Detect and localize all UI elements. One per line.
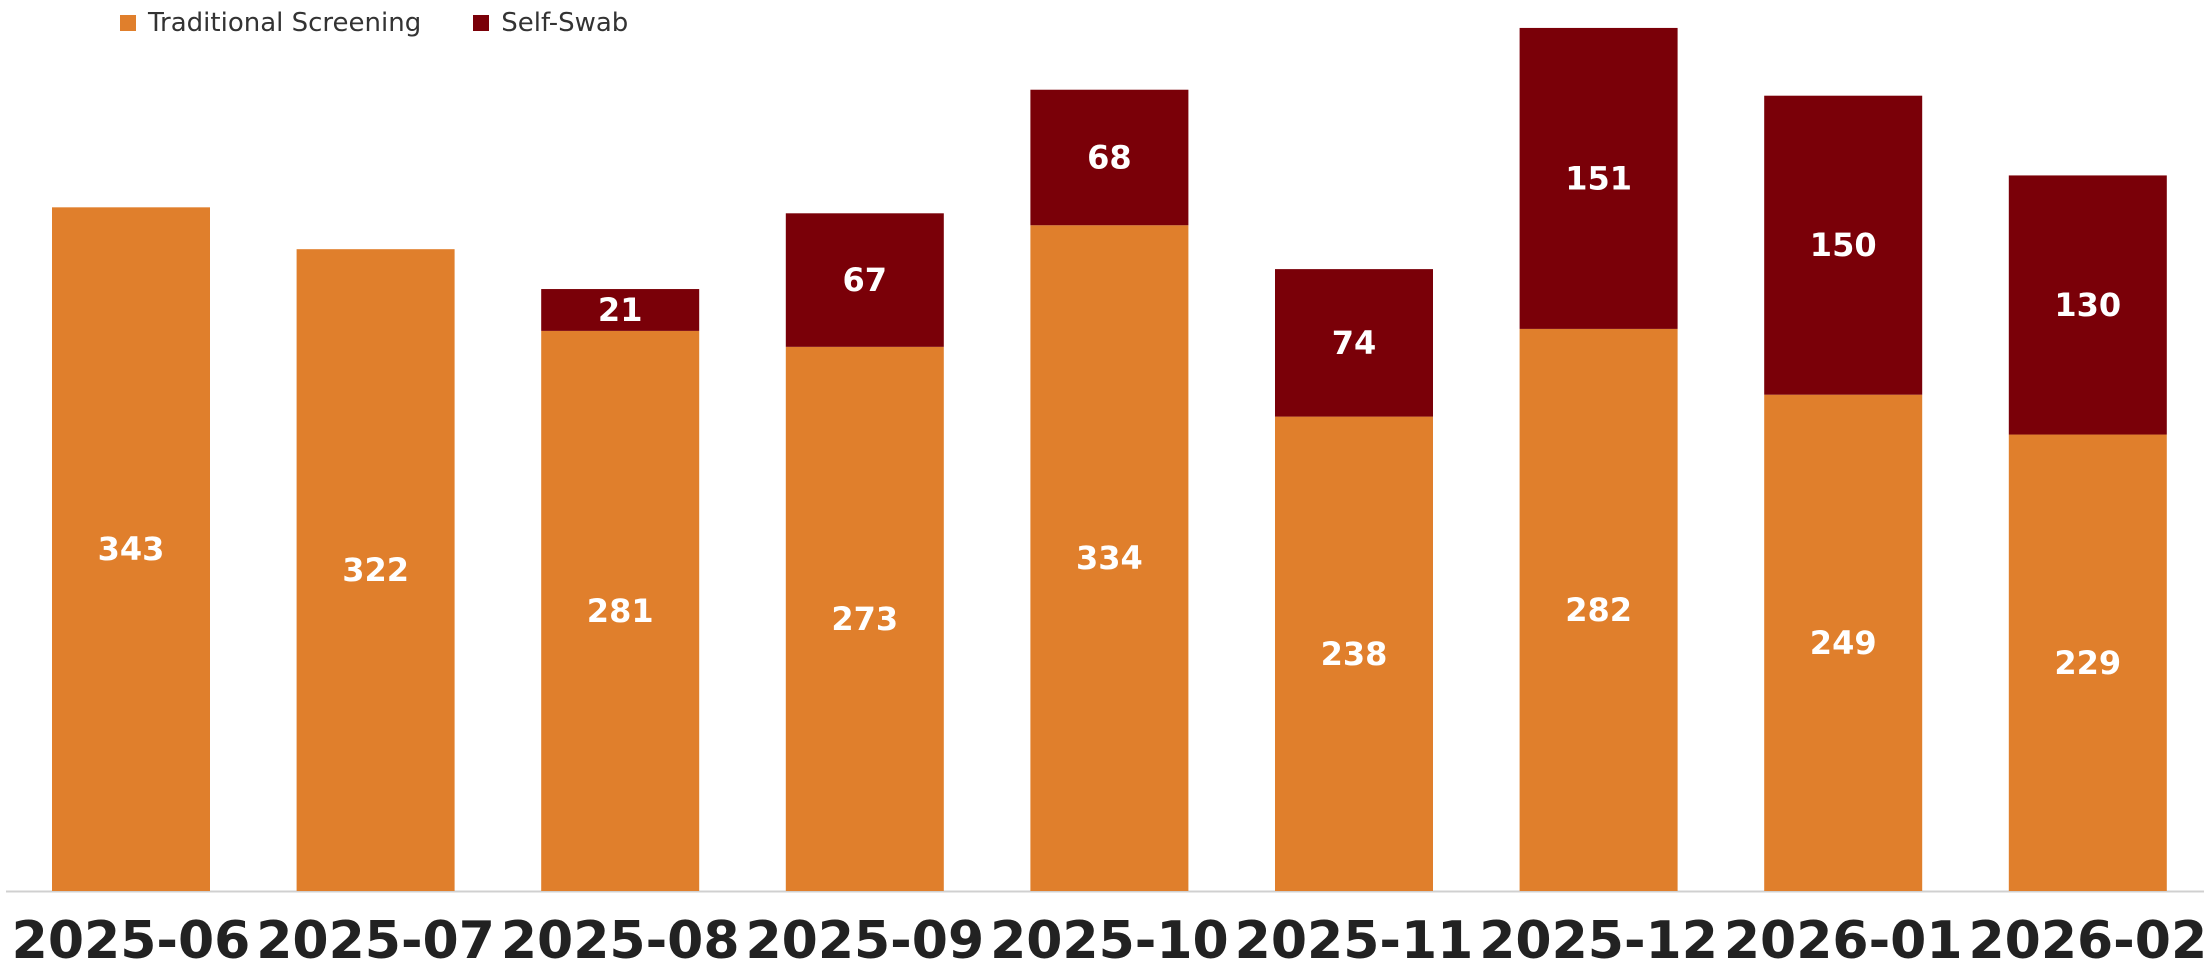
x-tick-label-2025-12: 2025-12 bbox=[1479, 911, 1718, 971]
legend-swatch-self-swab bbox=[473, 15, 490, 31]
data-label-traditional-screening-2025-06: 343 bbox=[98, 530, 165, 568]
legend-swatch-traditional-screening bbox=[120, 15, 136, 31]
legend-label-self-swab: Self-Swab bbox=[501, 8, 629, 38]
bar-self-swab-2026-01[interactable] bbox=[1764, 95, 1923, 395]
bar-self-swab-2025-08[interactable] bbox=[541, 289, 700, 331]
bar-self-swab-2025-10[interactable] bbox=[1030, 89, 1189, 226]
bar-traditional-screening-2026-01[interactable] bbox=[1764, 394, 1923, 891]
x-tick-label-2025-08: 2025-08 bbox=[501, 911, 740, 971]
bar-self-swab-2025-09[interactable] bbox=[785, 213, 944, 347]
bar-self-swab-2025-11[interactable] bbox=[1275, 269, 1433, 417]
bar-traditional-screening-2025-08[interactable] bbox=[541, 330, 700, 891]
data-label-traditional-screening-2026-01: 249 bbox=[1810, 624, 1877, 662]
bar-traditional-screening-2025-09[interactable] bbox=[785, 346, 944, 891]
x-tick-label-2026-01: 2026-01 bbox=[1724, 911, 1963, 971]
data-label-traditional-screening-2025-12: 282 bbox=[1565, 591, 1632, 629]
data-label-traditional-screening-2025-10: 334 bbox=[1076, 539, 1143, 577]
legend-label-traditional-screening: Traditional Screening bbox=[148, 8, 422, 38]
data-label-traditional-screening-2025-07: 322 bbox=[342, 551, 409, 589]
legend-item-traditional-screening[interactable]: Traditional Screening bbox=[120, 8, 421, 38]
bar-self-swab-2026-02[interactable] bbox=[2008, 175, 2167, 435]
bar-traditional-screening-2025-10[interactable] bbox=[1030, 225, 1189, 892]
data-label-self-swab-2025-09: 67 bbox=[843, 261, 888, 299]
data-label-traditional-screening-2026-02: 229 bbox=[2054, 644, 2121, 682]
data-label-self-swab-2025-08: 21 bbox=[598, 291, 643, 329]
bar-traditional-screening-2026-02[interactable] bbox=[2008, 434, 2167, 891]
data-label-self-swab-2026-02: 130 bbox=[2054, 286, 2121, 324]
x-tick-label-2025-07: 2025-07 bbox=[256, 911, 495, 971]
data-label-self-swab-2025-12: 151 bbox=[1565, 159, 1632, 197]
data-label-self-swab-2025-10: 68 bbox=[1087, 138, 1132, 176]
data-label-traditional-screening-2025-09: 273 bbox=[831, 600, 898, 638]
x-tick-label-2025-09: 2025-09 bbox=[745, 911, 984, 971]
x-tick-label-2025-11: 2025-11 bbox=[1235, 911, 1474, 971]
data-label-self-swab-2026-01: 150 bbox=[1810, 226, 1877, 264]
bar-self-swab-2025-12[interactable] bbox=[1519, 27, 1678, 329]
data-label-self-swab-2025-11: 74 bbox=[1332, 324, 1377, 362]
legend: Traditional Screening Self-Swab bbox=[120, 8, 628, 38]
legend-item-self-swab[interactable]: Self-Swab bbox=[473, 8, 628, 38]
bar-traditional-screening-2025-11[interactable] bbox=[1275, 416, 1433, 891]
bar-traditional-screening-2025-06[interactable] bbox=[52, 207, 210, 891]
data-label-traditional-screening-2025-11: 238 bbox=[1321, 635, 1388, 673]
x-tick-label-2025-06: 2025-06 bbox=[12, 911, 251, 971]
bar-traditional-screening-2025-07[interactable] bbox=[296, 249, 455, 891]
bar-traditional-screening-2025-12[interactable] bbox=[1519, 328, 1678, 892]
data-label-traditional-screening-2025-08: 281 bbox=[587, 592, 654, 630]
x-tick-label-2025-10: 2025-10 bbox=[990, 911, 1229, 971]
x-tick-label-2026-02: 2026-02 bbox=[1968, 911, 2207, 971]
